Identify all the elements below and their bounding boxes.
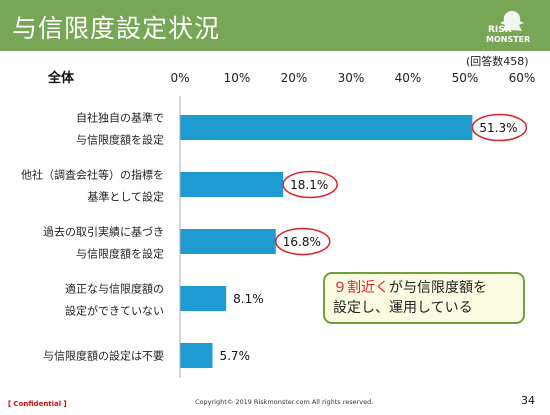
slide-title: 与信限度設定状況	[12, 14, 221, 43]
category-label: 基準として設定	[87, 190, 164, 204]
riskmonster-logo-icon: RISK MONSTER	[486, 11, 530, 44]
x-tick-label: 10%	[224, 71, 251, 85]
respondent-count: (回答数458)	[466, 55, 529, 68]
bar	[180, 115, 473, 140]
bar-chart: 全体 0% 10% 20% 30% 40% 50% 60% 自社独自の基準で与信限度額を設定…	[21, 70, 536, 378]
value-label: 8.1%	[233, 292, 263, 306]
value-label: 18.1%	[290, 178, 328, 192]
x-tick-label: 40%	[395, 71, 422, 85]
callout-highlight: ９割近く	[333, 280, 389, 296]
x-tick-label: 60%	[509, 71, 536, 85]
bar	[180, 343, 213, 368]
category-label: 設定ができていない	[65, 304, 164, 318]
highlight-circle	[275, 227, 331, 256]
category-label: 適正な与信限度額の	[65, 282, 164, 296]
bar	[180, 286, 227, 311]
bar	[180, 229, 276, 254]
value-label: 5.7%	[219, 349, 250, 363]
bar	[180, 172, 284, 197]
highlight-circle	[282, 170, 338, 199]
page-number: 34	[521, 394, 535, 407]
logo-text-top: RISK	[488, 25, 513, 35]
category-label: 与信限度額の設定は不要	[43, 349, 164, 363]
x-tick-label: 50%	[452, 71, 479, 85]
category-label: 過去の取引実績に基づき	[43, 225, 164, 239]
category-label: 自社独自の基準で	[76, 111, 164, 125]
logo-text-bottom: MONSTER	[486, 35, 530, 44]
x-tick-label: 0%	[170, 71, 189, 85]
callout-text-2: 設定し、運用している	[333, 300, 473, 316]
value-label: 16.8%	[283, 235, 321, 249]
copyright-text: Copyright© 2019 Riskmonster.com All righ…	[195, 398, 374, 406]
value-label: 51.3%	[479, 121, 517, 135]
category-label: 他社（調査会社等）の指標を	[21, 168, 164, 182]
category-label: 与信限度額を設定	[76, 247, 164, 261]
chart-title: 全体	[47, 70, 75, 86]
x-tick-label: 20%	[281, 71, 308, 85]
category-label: 与信限度額を設定	[76, 133, 164, 147]
callout-text-1: が与信限度額を	[389, 280, 487, 296]
x-tick-label: 30%	[338, 71, 365, 85]
confidential-label: 【 Confidential 】	[4, 400, 71, 408]
slide-header: 与信限度設定状況 RISK MONSTER	[0, 0, 550, 51]
summary-callout: ９割近くが与信限度額を 設定し、運用している	[323, 272, 525, 324]
highlight-circle	[471, 113, 528, 142]
